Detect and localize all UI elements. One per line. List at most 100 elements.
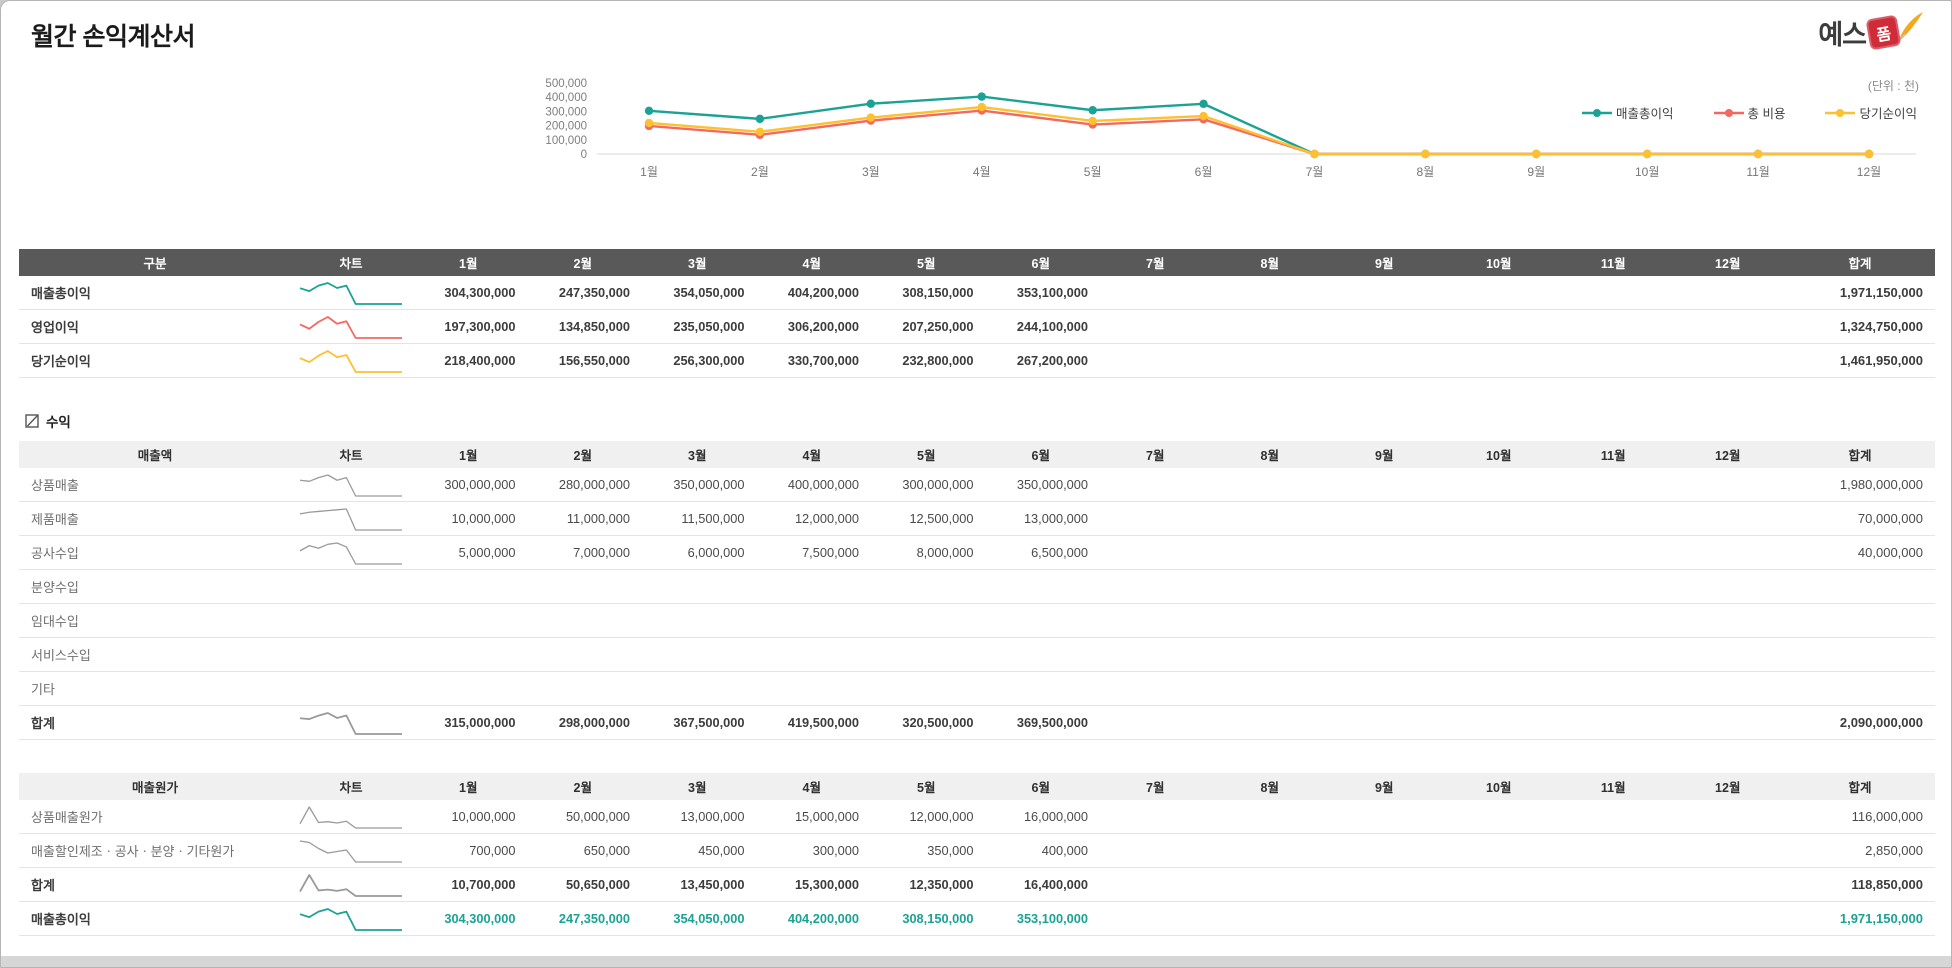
value-cell bbox=[1098, 800, 1213, 833]
value-cell bbox=[1213, 800, 1328, 833]
value-cell bbox=[640, 570, 755, 603]
value-cell: 306,200,000 bbox=[787, 319, 859, 334]
value-cell bbox=[411, 638, 526, 671]
value-cell: 12,350,000 bbox=[909, 877, 974, 892]
column-header-month: 9월 bbox=[1327, 249, 1442, 276]
value-cell: 13,450,000 bbox=[680, 877, 745, 892]
value-cell: 207,250,000 bbox=[902, 319, 974, 334]
column-header-total: 합계 bbox=[1785, 249, 1935, 276]
value-cell: 369,500,000 bbox=[1016, 715, 1088, 730]
value-cell: 353,100,000 bbox=[1016, 911, 1088, 926]
value-cell bbox=[1442, 502, 1557, 535]
total-cell: 2,850,000 bbox=[1865, 843, 1923, 858]
page-title: 월간 손익계산서 bbox=[31, 23, 195, 51]
svg-text:7월: 7월 bbox=[1306, 165, 1324, 179]
value-cell bbox=[1442, 868, 1557, 901]
column-header-month: 7월 bbox=[1098, 773, 1213, 800]
value-cell bbox=[1671, 310, 1786, 343]
table-row: 매출총이익 304,300,000 247,350,000 354,050,000 40… bbox=[19, 902, 1935, 936]
column-header-month: 3월 bbox=[640, 773, 755, 800]
value-cell bbox=[1213, 834, 1328, 867]
value-cell: 353,100,000 bbox=[1016, 285, 1088, 300]
value-cell bbox=[1098, 672, 1213, 705]
value-cell: 5,000,000 bbox=[458, 545, 516, 560]
table-header-row: 구분 차트 1월 2월 3월 4월 5월 6월 7월 8월 9월 10월 11월 12월 합계 bbox=[19, 249, 1935, 276]
column-header-month: 4월 bbox=[754, 773, 869, 800]
column-header-month: 11월 bbox=[1556, 441, 1671, 468]
value-cell bbox=[1556, 536, 1671, 569]
legend-item[interactable]: 총 비용 bbox=[1713, 103, 1785, 122]
value-cell bbox=[1556, 868, 1671, 901]
value-cell: 320,500,000 bbox=[902, 715, 974, 730]
value-cell bbox=[1556, 570, 1671, 603]
value-cell bbox=[526, 570, 641, 603]
column-header-month: 5월 bbox=[869, 249, 984, 276]
row-label: 임대수입 bbox=[31, 614, 79, 629]
row-sparkline-cell bbox=[291, 868, 411, 901]
svg-text:4월: 4월 bbox=[973, 165, 991, 179]
table-row: 공사수입 5,000,000 7,000,000 6,000,000 7,500,000… bbox=[19, 536, 1935, 570]
value-cell: 12,000,000 bbox=[909, 809, 974, 824]
value-cell bbox=[1213, 638, 1328, 671]
column-header-month: 1월 bbox=[411, 249, 526, 276]
row-label: 상품매출 bbox=[31, 478, 79, 493]
value-cell: 400,000 bbox=[1041, 843, 1088, 858]
svg-text:500,000: 500,000 bbox=[545, 78, 587, 90]
value-cell: 156,550,000 bbox=[558, 353, 630, 368]
value-cell bbox=[1671, 902, 1786, 935]
table-row: 당기순이익 218,400,000 156,550,000 256,300,000 33… bbox=[19, 344, 1935, 378]
value-cell: 197,300,000 bbox=[444, 319, 516, 334]
row-sparkline-cell bbox=[291, 570, 411, 603]
value-cell bbox=[1442, 706, 1557, 739]
value-cell: 280,000,000 bbox=[558, 477, 630, 492]
column-header-month: 4월 bbox=[754, 441, 869, 468]
value-cell bbox=[1671, 868, 1786, 901]
svg-text:11월: 11월 bbox=[1746, 165, 1770, 179]
revenue-table: 매출액 차트 1월 2월 3월 4월 5월 6월 7월 8월 9월 10월 11월 12월 합계 상품매출 30… bbox=[19, 441, 1935, 740]
table-row: 임대수입 bbox=[19, 604, 1935, 638]
value-cell: 700,000 bbox=[469, 843, 516, 858]
value-cell: 50,000,000 bbox=[565, 809, 630, 824]
value-cell bbox=[1213, 902, 1328, 935]
value-cell: 400,000,000 bbox=[787, 477, 859, 492]
value-cell bbox=[411, 672, 526, 705]
row-label: 영업이익 bbox=[31, 320, 79, 335]
yesform-logo: 예스 폼 bbox=[1818, 11, 1925, 52]
value-cell: 232,800,000 bbox=[902, 353, 974, 368]
value-cell: 16,400,000 bbox=[1023, 877, 1088, 892]
column-header-month: 10월 bbox=[1441, 249, 1556, 276]
value-cell bbox=[1098, 706, 1213, 739]
value-cell bbox=[1442, 604, 1557, 637]
unit-note: (단위 : 천) bbox=[1867, 79, 1919, 93]
legend-item[interactable]: 당기순이익 bbox=[1825, 103, 1917, 122]
value-cell bbox=[526, 672, 641, 705]
row-sparkline-cell bbox=[291, 638, 411, 671]
table-row: 분양수입 bbox=[19, 570, 1935, 604]
legend-marker-icon bbox=[1825, 108, 1856, 117]
column-header-month: 11월 bbox=[1556, 249, 1671, 276]
row-label: 합계 bbox=[31, 878, 55, 893]
value-cell bbox=[1213, 604, 1328, 637]
logo-stamp-icon: 폼 bbox=[1865, 14, 1902, 51]
value-cell bbox=[1098, 902, 1213, 935]
value-cell: 7,000,000 bbox=[573, 545, 630, 560]
value-cell bbox=[1098, 344, 1213, 377]
value-cell bbox=[526, 604, 641, 637]
row-label: 매출총이익 bbox=[31, 286, 91, 301]
value-cell bbox=[1098, 276, 1213, 309]
logo-text: 예스 bbox=[1818, 20, 1867, 50]
row-sparkline-cell bbox=[291, 672, 411, 705]
row-label: 분양수입 bbox=[31, 580, 79, 595]
value-cell bbox=[1213, 672, 1328, 705]
legend-item[interactable]: 매출총이익 bbox=[1581, 103, 1674, 122]
column-header-month: 6월 bbox=[983, 441, 1098, 468]
checkbox-icon[interactable] bbox=[25, 414, 39, 428]
total-cell bbox=[1785, 604, 1935, 637]
value-cell bbox=[1098, 536, 1213, 569]
legend-label: 당기순이익 bbox=[1859, 107, 1917, 121]
value-cell: 354,050,000 bbox=[673, 911, 745, 926]
value-cell bbox=[1556, 344, 1671, 377]
value-cell bbox=[640, 604, 755, 637]
page-bottom-strip bbox=[1, 956, 1951, 967]
